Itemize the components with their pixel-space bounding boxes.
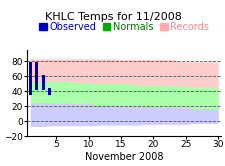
Bar [41, 75, 45, 90]
Bar [48, 88, 51, 95]
Bar [29, 62, 32, 95]
X-axis label: November 2008: November 2008 [85, 152, 163, 162]
Bar [35, 62, 38, 90]
Text: KHLC Temps for 11/2008: KHLC Temps for 11/2008 [44, 12, 181, 22]
Legend: Observed, Normals, Records: Observed, Normals, Records [35, 18, 212, 36]
